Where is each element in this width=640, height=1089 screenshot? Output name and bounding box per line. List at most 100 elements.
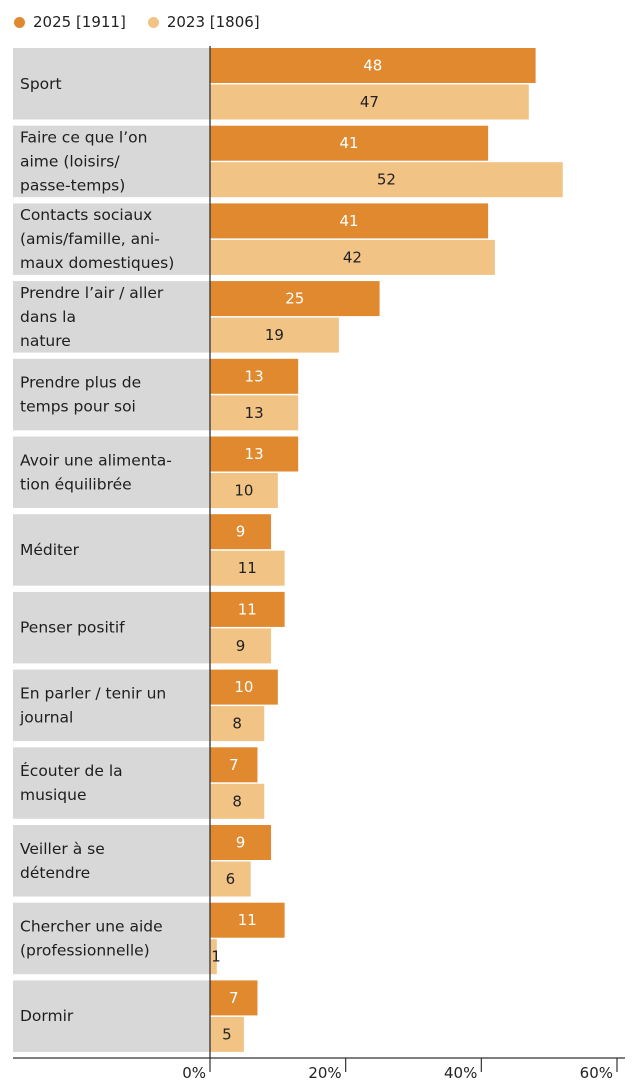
category-band bbox=[13, 203, 210, 275]
bar bbox=[210, 317, 339, 353]
x-tick-label: 40% bbox=[444, 1064, 477, 1082]
category-label: Faire ce que l’on bbox=[20, 128, 147, 146]
category-label: tion équilibrée bbox=[20, 475, 132, 493]
legend: 2025 [1911] 2023 [1806] bbox=[14, 10, 282, 34]
category-label: temps pour soi bbox=[20, 398, 136, 416]
data-label: 9 bbox=[236, 834, 246, 852]
category-label: Écouter de la bbox=[20, 761, 123, 780]
bar bbox=[210, 125, 489, 161]
data-label: 47 bbox=[360, 93, 379, 111]
bar bbox=[210, 628, 272, 664]
category-label: dans la bbox=[20, 308, 76, 326]
data-label: 9 bbox=[236, 523, 246, 541]
data-label: 13 bbox=[245, 367, 264, 385]
category-label: passe-temps) bbox=[20, 176, 125, 194]
x-tick-label: 20% bbox=[308, 1064, 341, 1082]
bar bbox=[210, 239, 495, 275]
category-band bbox=[13, 669, 210, 742]
bar bbox=[210, 395, 299, 431]
category-label: Prendre plus de bbox=[20, 374, 141, 392]
category-label: maux domestiques) bbox=[20, 254, 174, 272]
data-label: 10 bbox=[234, 482, 253, 500]
data-label: 10 bbox=[234, 678, 253, 696]
category-band bbox=[13, 436, 210, 508]
data-label: 13 bbox=[245, 404, 264, 422]
category-band bbox=[13, 125, 210, 198]
data-label: 41 bbox=[340, 212, 359, 230]
category-label: En parler / tenir un bbox=[20, 684, 166, 702]
bar bbox=[210, 514, 272, 550]
category-band bbox=[13, 514, 210, 586]
category-label: Prendre l’air / aller bbox=[20, 284, 164, 302]
bar bbox=[210, 550, 285, 586]
data-label: 6 bbox=[226, 870, 236, 888]
category-label: Chercher une aide bbox=[20, 917, 163, 935]
data-label: 7 bbox=[229, 756, 239, 774]
data-label: 9 bbox=[236, 637, 246, 655]
category-band bbox=[13, 747, 210, 819]
bar bbox=[210, 861, 251, 897]
bar bbox=[210, 84, 529, 120]
legend-item: 2023 [1806] bbox=[147, 13, 260, 31]
bar bbox=[210, 203, 489, 239]
legend-dot-icon bbox=[14, 16, 25, 28]
bar bbox=[210, 358, 299, 394]
bar bbox=[210, 281, 380, 317]
bar bbox=[210, 1016, 244, 1052]
x-tick-label: 0% bbox=[182, 1064, 206, 1082]
data-label: 5 bbox=[222, 1025, 232, 1043]
category-band bbox=[13, 358, 210, 431]
category-label: Dormir bbox=[20, 1007, 74, 1025]
legend-item: 2025 [1911] bbox=[14, 13, 126, 31]
legend-label: 2023 [1806] bbox=[166, 13, 260, 31]
category-band bbox=[13, 48, 210, 120]
category-label: (amis/famille, ani- bbox=[20, 230, 160, 248]
data-label: 7 bbox=[229, 989, 239, 1007]
data-label: 8 bbox=[232, 715, 242, 733]
category-band bbox=[13, 591, 210, 664]
category-band bbox=[13, 825, 210, 897]
bar bbox=[210, 436, 299, 472]
category-label: musique bbox=[20, 786, 87, 804]
data-label: 11 bbox=[238, 600, 257, 618]
bar bbox=[210, 825, 272, 860]
data-label: 25 bbox=[285, 290, 304, 308]
data-label: 1 bbox=[211, 948, 221, 966]
bar bbox=[210, 591, 285, 627]
category-label: aime (loisirs/ bbox=[20, 152, 120, 170]
data-label: 11 bbox=[238, 911, 257, 929]
category-band bbox=[13, 902, 210, 975]
data-label: 13 bbox=[245, 445, 264, 463]
bar bbox=[210, 783, 265, 819]
category-label: Contacts sociaux bbox=[20, 206, 152, 224]
bar bbox=[210, 669, 278, 705]
category-band bbox=[13, 281, 210, 353]
bar bbox=[210, 706, 265, 742]
category-band bbox=[13, 980, 210, 1052]
x-tick-label: 60% bbox=[580, 1064, 613, 1082]
category-label: Sport bbox=[20, 75, 62, 93]
data-label: 42 bbox=[343, 248, 362, 266]
legend-label: 2025 [1911] bbox=[33, 13, 126, 31]
bar bbox=[210, 162, 563, 198]
category-label: détendre bbox=[20, 864, 90, 882]
legend-dot-icon bbox=[147, 16, 159, 28]
data-label: 41 bbox=[340, 134, 359, 152]
bar bbox=[210, 939, 217, 975]
category-label: Veiller à se bbox=[20, 840, 105, 858]
data-label: 52 bbox=[377, 171, 396, 189]
category-label: Penser positif bbox=[20, 619, 125, 637]
bar bbox=[210, 902, 285, 938]
bar bbox=[210, 747, 258, 783]
bar bbox=[210, 980, 258, 1016]
data-label: 19 bbox=[265, 326, 284, 344]
bar bbox=[210, 48, 536, 83]
data-label: 11 bbox=[238, 559, 257, 577]
category-label: Méditer bbox=[20, 541, 80, 559]
data-label: 48 bbox=[363, 57, 382, 75]
category-label: Avoir une alimenta- bbox=[20, 451, 172, 469]
category-label: journal bbox=[19, 708, 73, 726]
category-label: nature bbox=[20, 332, 71, 350]
category-label: (professionnelle) bbox=[20, 941, 150, 959]
